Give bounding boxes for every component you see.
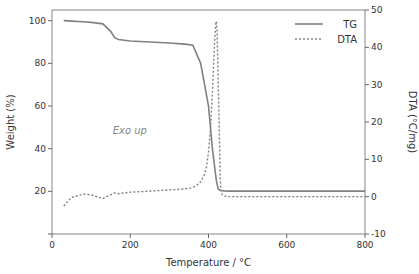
x-tick (130, 234, 131, 238)
y2-tick-label: 0 (371, 192, 377, 202)
x-tick-label: 800 (356, 240, 373, 250)
y2-tick (365, 234, 369, 235)
y2-axis-label: DTA (°C/mg) (407, 91, 418, 153)
y-tick (48, 191, 52, 192)
y2-tick-label: 10 (371, 154, 383, 164)
y-tick-label: 100 (29, 16, 46, 26)
legend-swatch (295, 23, 323, 25)
y2-tick (365, 84, 369, 85)
y2-tick (365, 122, 369, 123)
x-tick (208, 234, 209, 238)
legend-swatch (295, 38, 323, 39)
y-tick-label: 20 (35, 186, 47, 196)
annotation: Exo up (113, 125, 147, 136)
y-tick (48, 20, 52, 21)
y2-tick (365, 47, 369, 48)
y2-tick-label: 20 (371, 117, 383, 127)
y-tick (48, 234, 52, 235)
y2-tick-label: 40 (371, 42, 383, 52)
x-tick (365, 234, 366, 238)
chart: 0200400600800Temperature / °C20406080100… (0, 0, 419, 274)
y-tick-label: 40 (35, 144, 47, 154)
y2-tick (365, 10, 369, 11)
y-tick (48, 63, 52, 64)
y2-tick-label: 30 (371, 80, 383, 90)
y2-tick-label: -10 (371, 229, 386, 239)
y2-tick-label: 50 (371, 5, 383, 15)
x-tick (286, 234, 287, 238)
y-tick (48, 148, 52, 149)
legend-label: TG (342, 19, 357, 30)
y-tick-label: 80 (35, 58, 47, 68)
y-tick-label: 60 (35, 101, 47, 111)
x-tick-label: 400 (200, 240, 217, 250)
x-tick (52, 234, 53, 238)
y-axis: 20 40 60 80 100 (29, 16, 52, 234)
legend: TG DTA (295, 19, 357, 45)
lines (64, 21, 365, 206)
y2-tick (365, 196, 369, 197)
y2-tick (365, 159, 369, 160)
x-axis-label: Temperature / °C (165, 257, 251, 268)
x-tick-label: 0 (49, 240, 55, 250)
x-tick-label: 200 (122, 240, 139, 250)
y-tick (48, 106, 52, 107)
plot-frame (52, 10, 365, 234)
y-axis-label: Weight (%) (5, 94, 16, 149)
legend-label: DTA (337, 34, 357, 45)
x-axis: 0 200 400 600 800 (49, 234, 374, 250)
series-line (64, 21, 365, 206)
x-tick-label: 600 (278, 240, 295, 250)
y2-axis: -10 0 10 20 30 40 50 (365, 5, 386, 239)
series-line (64, 21, 365, 191)
